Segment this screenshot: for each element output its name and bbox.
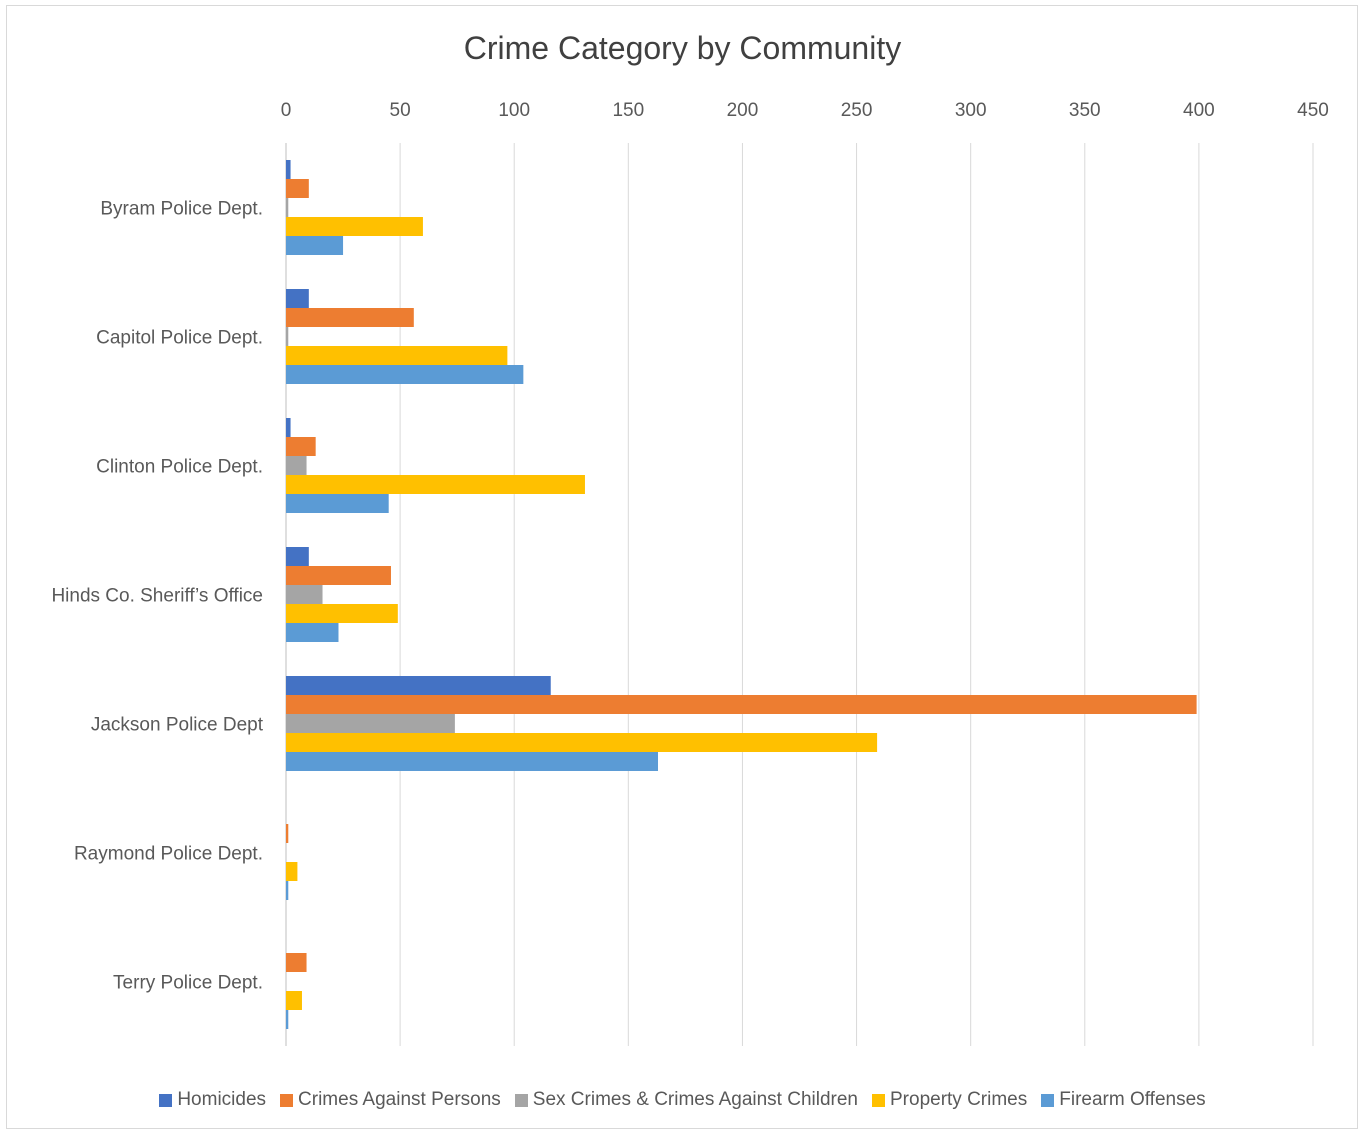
- bar: [286, 547, 309, 566]
- bar: [286, 953, 307, 972]
- bar: [286, 881, 289, 900]
- bar: [286, 695, 1197, 714]
- bar: [286, 494, 389, 513]
- legend-swatch: [872, 1093, 885, 1107]
- bar: [286, 1010, 289, 1029]
- bar: [286, 160, 291, 179]
- bar: [286, 437, 316, 456]
- x-tick-label: 200: [727, 100, 759, 121]
- legend-swatch: [1041, 1093, 1055, 1107]
- bar: [286, 752, 659, 771]
- bar: [286, 475, 585, 494]
- legend: Homicides Crimes Against Persons Sex Crime…: [0, 1089, 1365, 1111]
- bars: [286, 160, 1197, 1029]
- category-label: Byram Police Dept.: [100, 199, 263, 220]
- bar: [286, 217, 423, 236]
- bar: [286, 365, 524, 384]
- bar: [286, 198, 289, 217]
- bar: [286, 623, 339, 642]
- legend-item: Homicides: [159, 1089, 266, 1111]
- legend-item: Sex Crimes & Crimes Against Children: [514, 1089, 858, 1111]
- x-tick-label: 100: [498, 100, 530, 121]
- legend-label: Crimes Against Persons: [298, 1089, 501, 1110]
- x-axis-ticks: 0 50 100 150 200 250 300 350 400 450: [281, 100, 1329, 121]
- legend-swatch: [280, 1093, 294, 1107]
- bar: [286, 236, 344, 255]
- y-axis-categories: Byram Police Dept. Capitol Police Dept. Cl…: [51, 199, 263, 994]
- category-label: Raymond Police Dept.: [74, 844, 263, 865]
- bar: [286, 456, 307, 475]
- bar: [286, 733, 878, 752]
- chart-frame: [6, 5, 1358, 1129]
- x-tick-label: 450: [1297, 100, 1329, 121]
- bar: [286, 308, 414, 327]
- bar: [286, 327, 289, 346]
- bar: [286, 585, 323, 604]
- x-tick-label: 300: [955, 100, 987, 121]
- bar: [286, 824, 289, 843]
- legend-label: Homicides: [177, 1089, 267, 1110]
- category-label: Jackson Police Dept: [91, 715, 264, 736]
- legend-label: Sex Crimes & Crimes Against Children: [532, 1089, 858, 1110]
- bar: [286, 676, 551, 695]
- x-tick-label: 0: [281, 100, 292, 121]
- gridlines: [285, 143, 1314, 1046]
- x-tick-label: 350: [1069, 100, 1101, 121]
- category-label: Clinton Police Dept.: [96, 457, 263, 478]
- bar: [286, 714, 455, 733]
- category-label: Capitol Police Dept.: [96, 328, 263, 349]
- legend-item: Crimes Against Persons: [280, 1089, 501, 1111]
- bar: [286, 418, 291, 437]
- bar: [286, 289, 309, 308]
- legend-swatch: [159, 1093, 173, 1107]
- bar: [286, 862, 298, 881]
- legend-item: Property Crimes: [872, 1089, 1027, 1111]
- chart-title: Crime Category by Community: [463, 30, 902, 66]
- bar: [286, 179, 309, 198]
- bar: [286, 604, 398, 623]
- x-tick-label: 400: [1183, 100, 1215, 121]
- bar: [286, 566, 391, 585]
- x-tick-label: 50: [390, 100, 411, 121]
- bar: [286, 346, 508, 365]
- legend-label: Property Crimes: [890, 1089, 1028, 1110]
- x-tick-label: 250: [841, 100, 873, 121]
- legend-swatch: [514, 1093, 528, 1107]
- category-label: Terry Police Dept.: [113, 973, 263, 994]
- legend-item: Firearm Offenses: [1041, 1089, 1206, 1111]
- bar: [286, 991, 302, 1010]
- x-tick-label: 150: [612, 100, 644, 121]
- category-label: Hinds Co. Sheriff’s Office: [51, 586, 263, 607]
- legend-label: Firearm Offenses: [1059, 1089, 1206, 1110]
